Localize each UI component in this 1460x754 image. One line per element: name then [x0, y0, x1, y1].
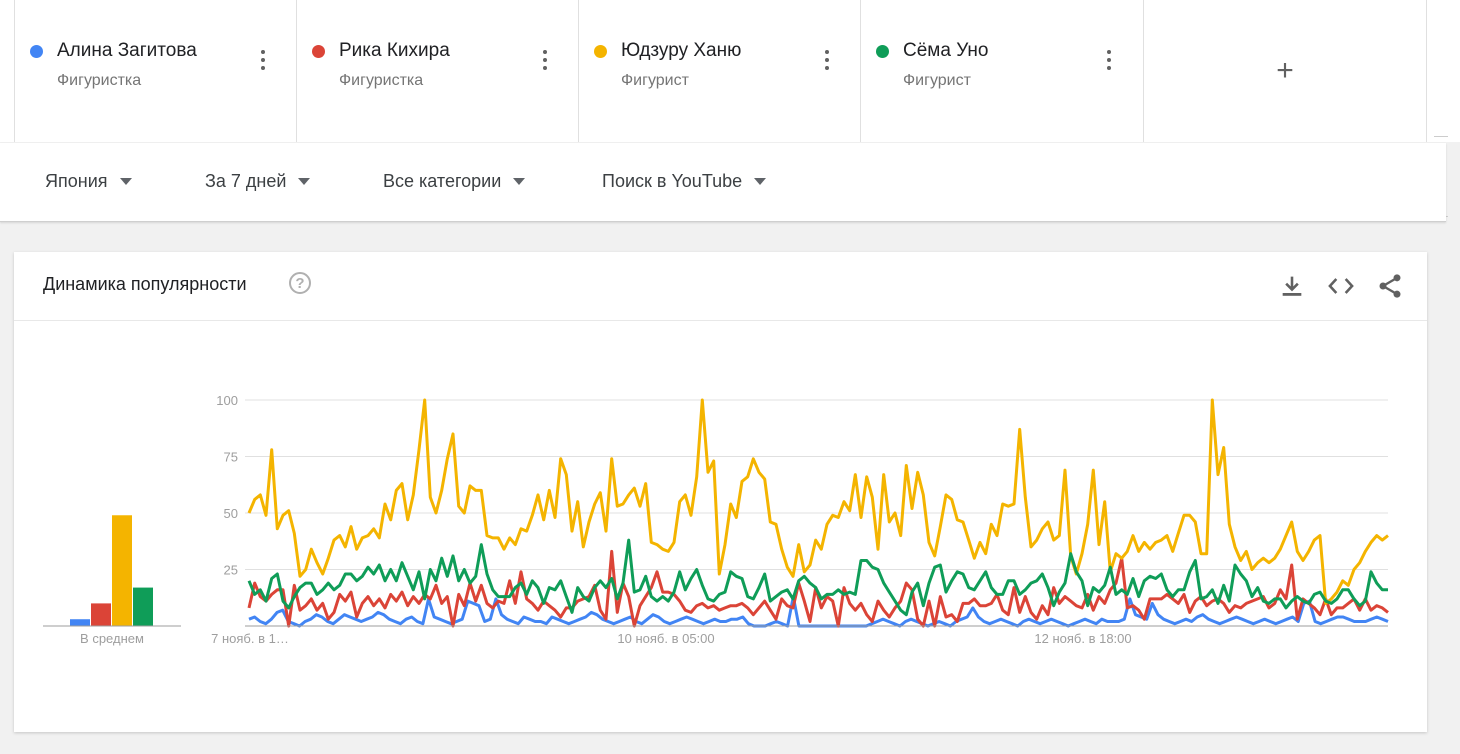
- card-title: Динамика популярности: [43, 274, 247, 294]
- y-axis-labels: 100 75 50 25: [216, 393, 238, 578]
- average-bar[interactable]: [91, 603, 111, 626]
- search-type-dropdown[interactable]: Поиск в YouTube: [602, 171, 767, 192]
- average-bar[interactable]: [112, 515, 132, 626]
- series-color-dot: [594, 45, 607, 58]
- period-value: За 7 дней: [205, 171, 287, 191]
- caret-down-icon: [119, 178, 132, 185]
- add-term-button[interactable]: +: [1143, 0, 1427, 142]
- term-card[interactable]: Сёма Уно Фигурист: [860, 0, 1142, 142]
- caret-down-icon: [754, 178, 767, 185]
- region-dropdown[interactable]: Япония: [45, 171, 132, 192]
- x-tick-label: 12 нояб. в 18:00: [1034, 631, 1131, 646]
- more-vert-icon[interactable]: [817, 50, 837, 76]
- average-bar[interactable]: [133, 587, 153, 626]
- divider: [1434, 136, 1448, 137]
- category-dropdown[interactable]: Все категории: [383, 171, 526, 192]
- y-tick-label: 75: [224, 450, 238, 465]
- average-bars: [70, 515, 153, 626]
- plus-icon: +: [1276, 54, 1294, 87]
- series-color-dot: [312, 45, 325, 58]
- term-card[interactable]: Рика Кихира Фигуристка: [296, 0, 578, 142]
- term-name: Юдзуру Ханю: [621, 40, 742, 61]
- region-value: Япония: [45, 171, 108, 191]
- period-dropdown[interactable]: За 7 дней: [205, 171, 311, 192]
- embed-code-icon[interactable]: [1327, 272, 1355, 300]
- average-label: В среднем: [80, 631, 144, 646]
- series-line[interactable]: [247, 549, 1389, 628]
- y-tick-label: 50: [224, 506, 238, 521]
- term-name: Рика Кихира: [339, 40, 450, 61]
- y-tick-label: 100: [216, 393, 238, 408]
- download-icon[interactable]: [1278, 272, 1306, 300]
- more-vert-icon[interactable]: [253, 50, 273, 76]
- help-icon[interactable]: ?: [289, 272, 311, 294]
- caret-down-icon: [513, 178, 526, 185]
- more-vert-icon[interactable]: [1099, 50, 1119, 76]
- term-subtitle: Фигуристка: [339, 72, 424, 89]
- search-type-value: Поиск в YouTube: [602, 171, 743, 191]
- series-line[interactable]: [247, 538, 1388, 617]
- term-card[interactable]: Юдзуру Ханю Фигурист: [578, 0, 860, 142]
- term-subtitle: Фигурист: [903, 72, 971, 89]
- average-bar[interactable]: [70, 619, 90, 626]
- x-axis-labels: 7 нояб. в 1… 10 нояб. в 05:00 12 нояб. в 1…: [211, 631, 1131, 646]
- series-lines[interactable]: [247, 398, 1389, 628]
- filter-bar: Япония За 7 дней Все категории Поиск в Y…: [0, 143, 1446, 222]
- category-value: Все категории: [383, 171, 502, 191]
- series-line[interactable]: [247, 398, 1389, 605]
- term-subtitle: Фигурист: [621, 72, 689, 89]
- series-color-dot: [30, 45, 43, 58]
- term-card[interactable]: Алина Загитова Фигуристка: [14, 0, 296, 142]
- term-subtitle: Фигуристка: [57, 72, 142, 89]
- y-tick-label: 25: [224, 563, 238, 578]
- more-vert-icon[interactable]: [535, 50, 555, 76]
- x-tick-label: 7 нояб. в 1…: [211, 631, 289, 646]
- comparison-terms-bar: Алина Загитова Фигуристка Рика Кихира Фи…: [0, 0, 1460, 142]
- trend-chart: 100 75 50 25 В среднем 7 нояб. в 1… 10 нояб.…: [43, 393, 1389, 646]
- interest-over-time-card: Динамика популярности ? 100 75 50 25 В сред…: [14, 252, 1427, 732]
- series-color-dot: [876, 45, 889, 58]
- x-tick-label: 10 нояб. в 05:00: [617, 631, 714, 646]
- share-icon[interactable]: [1376, 272, 1404, 300]
- card-header: Динамика популярности ?: [14, 252, 1427, 321]
- term-name: Сёма Уно: [903, 40, 989, 61]
- term-name: Алина Загитова: [57, 40, 197, 61]
- caret-down-icon: [298, 178, 311, 185]
